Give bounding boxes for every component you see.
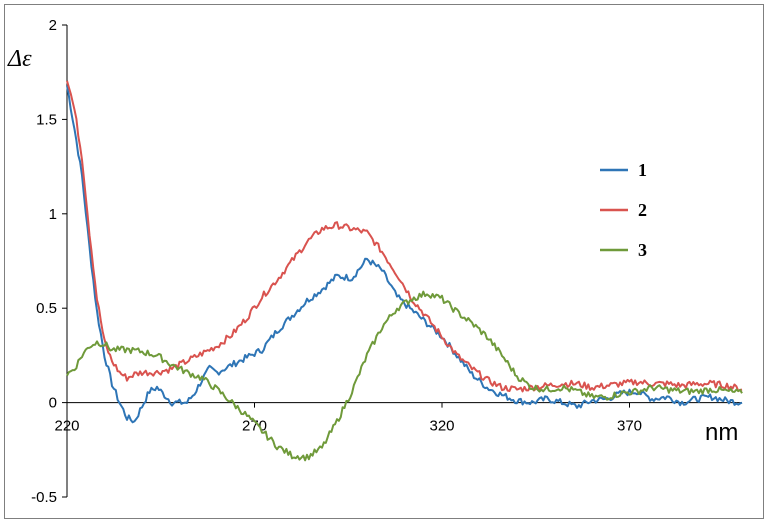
series-layer (66, 80, 743, 462)
x-tick-label: 220 (54, 418, 79, 435)
legend: 1 2 3 (600, 160, 647, 260)
series-line-3 (66, 290, 743, 462)
x-tick-label: 320 (429, 418, 454, 435)
y-ticks: -0.5 0 0.5 1 1.5 2 (31, 17, 67, 506)
legend-label-2: 2 (638, 200, 647, 220)
x-ticks: 220 270 320 370 (54, 402, 642, 435)
y-tick-label: -0.5 (31, 489, 57, 506)
chart-frame (4, 4, 764, 519)
series-line-2 (66, 80, 743, 393)
y-tick-label: 1 (49, 206, 57, 223)
y-tick-label: 2 (49, 17, 57, 34)
y-tick-label: 0.5 (36, 300, 57, 317)
legend-label-3: 3 (638, 240, 647, 260)
x-axis-unit-label: nm (705, 419, 738, 446)
series-line-1 (66, 85, 743, 424)
legend-label-1: 1 (638, 160, 647, 180)
y-tick-label: 1.5 (36, 111, 57, 128)
x-tick-label: 370 (617, 418, 642, 435)
y-axis-label: Δε (7, 46, 32, 72)
y-tick-label: 0 (49, 395, 57, 412)
